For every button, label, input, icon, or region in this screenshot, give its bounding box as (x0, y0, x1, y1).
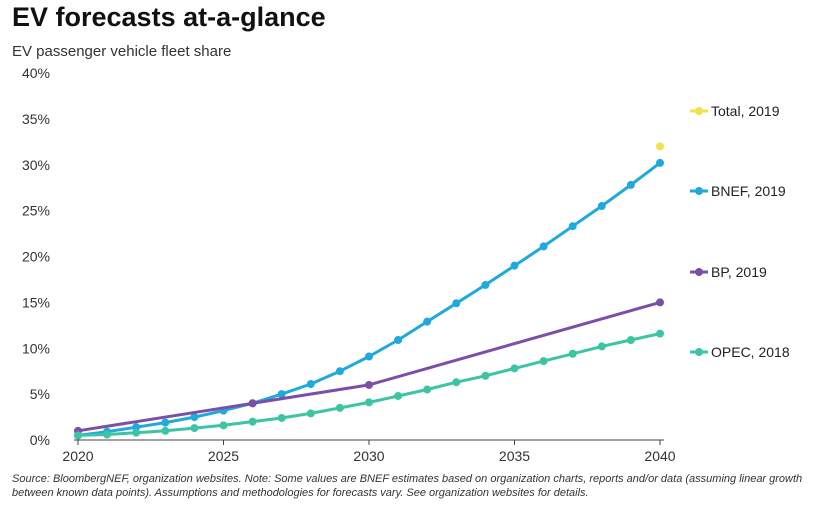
legend-swatch-marker (695, 268, 703, 276)
data-point (656, 158, 664, 167)
legend-label: OPEC, 2018 (711, 344, 790, 360)
y-tick-label: 5% (30, 386, 50, 402)
source-note: Source: BloombergNEF, organization websi… (12, 473, 803, 499)
legend-swatch-marker (695, 107, 703, 115)
data-point (103, 430, 112, 439)
y-tick-label: 10% (22, 340, 50, 356)
data-point (481, 280, 490, 289)
y-tick-label: 15% (22, 294, 50, 310)
data-point (132, 423, 141, 432)
data-point (626, 335, 635, 344)
chart-title: EV forecasts at-a-glance (12, 2, 326, 32)
data-point (306, 380, 315, 389)
data-point (132, 428, 141, 437)
data-point (219, 421, 228, 430)
data-point (626, 180, 635, 189)
data-point (452, 378, 461, 387)
legend-label: Total, 2019 (711, 103, 780, 119)
data-point (161, 418, 170, 427)
data-point (394, 335, 403, 344)
x-tick-label: 2040 (644, 448, 675, 464)
data-point (539, 242, 548, 251)
data-point (423, 385, 432, 394)
data-point (510, 261, 519, 270)
data-point (597, 202, 606, 211)
data-point (423, 317, 432, 326)
legend-swatch-marker (695, 348, 703, 356)
data-point (568, 349, 577, 358)
data-point (481, 371, 490, 380)
legend-label: BNEF, 2019 (711, 183, 786, 199)
x-tick-label: 2035 (499, 448, 530, 464)
x-tick-label: 2025 (208, 448, 239, 464)
data-point (597, 342, 606, 351)
data-point (539, 357, 548, 366)
y-tick-label: 0% (30, 432, 50, 448)
data-point (335, 367, 344, 376)
data-point (365, 380, 373, 389)
data-point (365, 352, 373, 361)
data-point (452, 299, 461, 308)
data-point (248, 399, 257, 408)
data-point (248, 417, 257, 426)
x-tick-label: 2020 (62, 448, 93, 464)
legend-label: BP, 2019 (711, 264, 767, 280)
series-line (77, 161, 661, 437)
data-point (510, 364, 519, 373)
y-tick-label: 35% (22, 111, 50, 127)
series-line (77, 300, 661, 433)
data-point (277, 413, 286, 422)
data-point (190, 413, 199, 422)
legend-swatch-marker (695, 187, 703, 195)
data-point (74, 431, 82, 440)
data-point (190, 424, 199, 433)
chart-subtitle: EV passenger vehicle fleet share (12, 43, 232, 60)
x-tick-label: 2030 (353, 448, 384, 464)
data-point (656, 329, 664, 338)
data-point (365, 398, 373, 407)
y-tick-label: 25% (22, 203, 50, 219)
data-point (568, 222, 577, 231)
y-tick-label: 40% (22, 65, 50, 81)
data-point (335, 403, 344, 412)
data-point (306, 409, 315, 418)
data-point (656, 298, 664, 307)
y-tick-label: 30% (22, 157, 50, 173)
data-point (656, 142, 664, 151)
data-point (394, 391, 403, 400)
data-point (161, 426, 170, 435)
y-tick-label: 20% (22, 249, 50, 265)
data-point (277, 390, 286, 399)
